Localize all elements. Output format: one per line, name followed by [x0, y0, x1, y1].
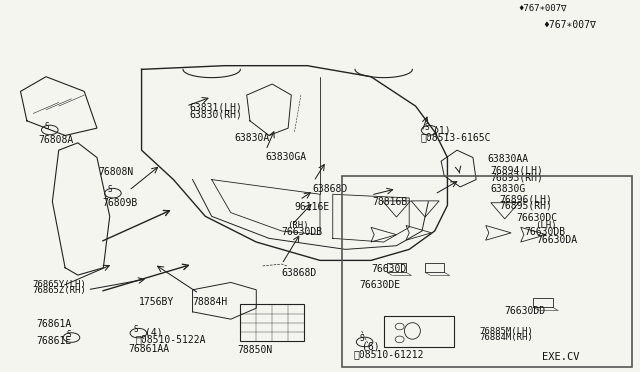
- Bar: [387, 263, 406, 272]
- Text: S: S: [108, 185, 113, 195]
- Text: 76884M(RH): 76884M(RH): [479, 333, 533, 342]
- Text: 76809B: 76809B: [102, 198, 138, 208]
- Text: 1756BY: 1756BY: [138, 297, 173, 307]
- Text: S: S: [424, 123, 429, 132]
- Text: 78816B: 78816B: [372, 197, 408, 207]
- Text: 倈08510-5122A: 倈08510-5122A: [135, 334, 205, 344]
- Text: 76865Y(LH): 76865Y(LH): [32, 279, 86, 289]
- Text: 78850N: 78850N: [237, 345, 273, 355]
- Text: S: S: [133, 326, 138, 334]
- Text: 76808N: 76808N: [99, 167, 134, 177]
- Text: 倈08513-6165C: 倈08513-6165C: [420, 132, 491, 142]
- Text: 96116E: 96116E: [294, 202, 330, 212]
- Text: 63831(LH): 63831(LH): [189, 102, 243, 112]
- Text: (4): (4): [145, 327, 163, 337]
- Text: 63868D: 63868D: [312, 184, 348, 194]
- Text: 63830A: 63830A: [234, 132, 269, 142]
- Text: 倈08510-61212: 倈08510-61212: [353, 349, 424, 359]
- Text: 76808A: 76808A: [38, 135, 74, 145]
- Text: 76896(LH): 76896(LH): [500, 194, 552, 204]
- Text: 76630DB: 76630DB: [282, 227, 323, 237]
- Text: 76885M(LH): 76885M(LH): [479, 327, 533, 336]
- Text: 76861E: 76861E: [36, 336, 72, 346]
- Text: 78884H: 78884H: [193, 297, 228, 307]
- Text: (RH): (RH): [287, 221, 308, 230]
- Bar: [534, 298, 552, 307]
- Text: EXE.CV: EXE.CV: [541, 352, 579, 362]
- Text: S: S: [45, 122, 49, 131]
- Text: S: S: [67, 330, 71, 339]
- Text: 63830GA: 63830GA: [266, 152, 307, 162]
- Text: 76630DC: 76630DC: [516, 213, 557, 222]
- Text: 76865Z(RH): 76865Z(RH): [32, 286, 86, 295]
- Text: (6): (6): [362, 342, 380, 352]
- Text: 76630DA: 76630DA: [537, 235, 578, 245]
- Text: 63830(RH): 63830(RH): [189, 109, 243, 119]
- Bar: [342, 176, 632, 367]
- Text: 76630D: 76630D: [371, 264, 406, 274]
- Text: 76630DE: 76630DE: [360, 279, 401, 289]
- Bar: [425, 263, 444, 272]
- Text: 76630DD: 76630DD: [505, 306, 546, 316]
- Text: (1): (1): [433, 125, 451, 135]
- Text: 76630DB: 76630DB: [524, 227, 565, 237]
- Text: (LH): (LH): [536, 221, 557, 230]
- Bar: [241, 305, 304, 341]
- Text: 63830AA: 63830AA: [487, 154, 528, 164]
- Text: 63830G: 63830G: [491, 184, 526, 194]
- Text: 76861A: 76861A: [36, 319, 72, 329]
- Bar: [384, 315, 454, 347]
- Text: S: S: [360, 334, 364, 343]
- Text: 63868D: 63868D: [282, 268, 317, 278]
- Text: 76861AA: 76861AA: [129, 344, 170, 354]
- Text: 76893(RH): 76893(RH): [491, 172, 543, 182]
- Text: 76895(RH): 76895(RH): [500, 201, 552, 211]
- Text: ♦767∗007∇: ♦767∗007∇: [519, 3, 567, 12]
- Text: ♦767∗007∇: ♦767∗007∇: [543, 20, 596, 30]
- Text: 76894(LH): 76894(LH): [491, 166, 543, 176]
